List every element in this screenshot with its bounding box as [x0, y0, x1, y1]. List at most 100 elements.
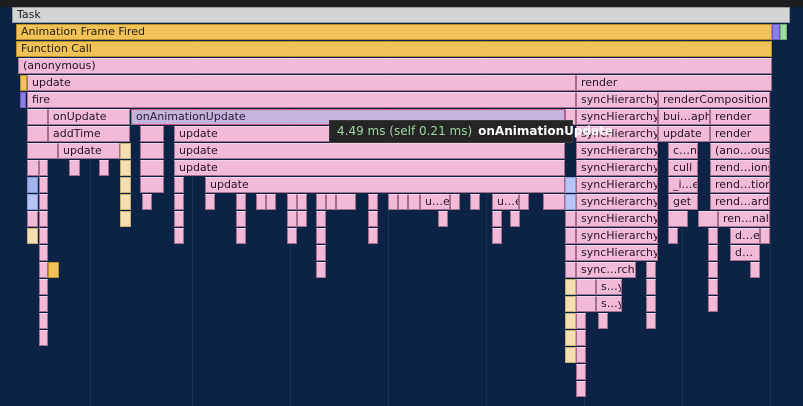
- frame-block[interactable]: [99, 160, 109, 176]
- frame-block[interactable]: [39, 228, 48, 244]
- frame-block[interactable]: [492, 211, 502, 227]
- frame-block[interactable]: [780, 24, 787, 40]
- frame-block[interactable]: [646, 262, 656, 278]
- frame-block[interactable]: [69, 160, 80, 176]
- frame-block[interactable]: [368, 194, 378, 210]
- frame-block[interactable]: [297, 194, 307, 210]
- frame-block[interactable]: [565, 347, 576, 363]
- frame-block[interactable]: [336, 194, 356, 210]
- frame-block[interactable]: [174, 194, 184, 210]
- sync-hierarchy-frame[interactable]: syncHierarchy: [576, 211, 658, 227]
- frame-block[interactable]: [27, 211, 38, 227]
- frame-block[interactable]: [39, 211, 48, 227]
- frame-block[interactable]: [646, 279, 656, 295]
- sync-hierarchy-frame[interactable]: syncHierarchy: [576, 245, 658, 261]
- frame-block[interactable]: [565, 211, 576, 227]
- frame-block[interactable]: [565, 313, 576, 329]
- frame-block[interactable]: [316, 211, 326, 227]
- frame-block[interactable]: [408, 194, 420, 210]
- frame-block[interactable]: [668, 228, 678, 244]
- frame-block[interactable]: [398, 194, 408, 210]
- sync-hierarchy-frame[interactable]: syncHierarchy: [576, 92, 658, 108]
- update-frame[interactable]: update: [205, 177, 565, 193]
- function-call-frame[interactable]: Function Call: [16, 41, 772, 57]
- frame-block[interactable]: [27, 143, 58, 159]
- get-frame[interactable]: get: [668, 194, 698, 210]
- frame-block[interactable]: [708, 296, 718, 312]
- frame-block[interactable]: [39, 313, 48, 329]
- frame-block[interactable]: [708, 262, 718, 278]
- frame-block[interactable]: [316, 245, 326, 261]
- frame-block[interactable]: [668, 211, 688, 227]
- frame-block[interactable]: [576, 279, 596, 295]
- frame-block[interactable]: [27, 228, 38, 244]
- d-e-frame[interactable]: d…e: [730, 228, 760, 244]
- frame-block[interactable]: [316, 194, 326, 210]
- sync-rchy-frame[interactable]: sync…rchy: [576, 262, 636, 278]
- frame-block[interactable]: [368, 211, 378, 227]
- frame-block[interactable]: [470, 194, 480, 210]
- frame-block[interactable]: [39, 330, 48, 346]
- frame-block[interactable]: [287, 211, 297, 227]
- frame-block[interactable]: [174, 211, 184, 227]
- frame-block[interactable]: [142, 194, 152, 210]
- frame-block[interactable]: [27, 194, 38, 210]
- s-y-frame[interactable]: s…y: [596, 296, 622, 312]
- frame-block[interactable]: [698, 211, 718, 227]
- frame-block[interactable]: [316, 262, 326, 278]
- frame-block[interactable]: [120, 160, 131, 176]
- frame-block[interactable]: [368, 228, 378, 244]
- frame-block[interactable]: [39, 194, 48, 210]
- frame-block[interactable]: [48, 262, 59, 278]
- frame-block[interactable]: [565, 330, 576, 346]
- rend-ard-frame[interactable]: rend…ard: [710, 194, 770, 210]
- cull-frame[interactable]: cull: [668, 160, 698, 176]
- frame-block[interactable]: [27, 126, 48, 142]
- task-frame[interactable]: Task: [12, 7, 790, 23]
- i-e-frame[interactable]: _i…e: [668, 177, 698, 193]
- frame-block[interactable]: [450, 194, 460, 210]
- update-frame[interactable]: update: [174, 160, 565, 176]
- sync-hierarchy-frame[interactable]: syncHierarchy: [576, 109, 658, 125]
- frame-block[interactable]: [297, 211, 307, 227]
- frame-block[interactable]: [646, 313, 656, 329]
- frame-block[interactable]: [20, 75, 27, 91]
- frame-block[interactable]: [236, 194, 246, 210]
- frame-block[interactable]: [519, 194, 529, 210]
- frame-block[interactable]: [20, 92, 26, 108]
- add-time-frame[interactable]: addTime: [48, 126, 130, 142]
- frame-block[interactable]: [236, 228, 246, 244]
- frame-block[interactable]: [565, 245, 576, 261]
- frame-block[interactable]: [510, 211, 520, 227]
- frame-block[interactable]: [140, 177, 164, 193]
- frame-block[interactable]: [565, 279, 576, 295]
- frame-block[interactable]: [576, 364, 586, 380]
- frame-block[interactable]: [39, 160, 48, 176]
- frame-block[interactable]: [39, 262, 48, 278]
- frame-block[interactable]: [287, 194, 297, 210]
- bui-aph-frame[interactable]: bui…aph: [658, 109, 710, 125]
- frame-block[interactable]: [565, 177, 576, 193]
- frame-block[interactable]: [388, 194, 398, 210]
- frame-block[interactable]: [750, 262, 760, 278]
- frame-block[interactable]: [287, 228, 297, 244]
- frame-block[interactable]: [174, 177, 184, 193]
- ren-nal-frame[interactable]: ren…nal: [718, 211, 770, 227]
- frame-block[interactable]: [543, 194, 565, 210]
- render-frame[interactable]: render: [710, 126, 770, 142]
- u-e-frame[interactable]: u…e: [420, 194, 450, 210]
- update-frame[interactable]: update: [58, 143, 120, 159]
- frame-block[interactable]: [708, 245, 718, 261]
- sync-hierarchy-frame[interactable]: syncHierarchy: [576, 160, 658, 176]
- frame-block[interactable]: [140, 126, 164, 142]
- sync-hierarchy-frame[interactable]: syncHierarchy: [576, 126, 658, 142]
- render-composition-frame[interactable]: renderComposition: [658, 92, 770, 108]
- d-dots-frame[interactable]: d…: [730, 245, 760, 261]
- fire-frame[interactable]: fire: [27, 92, 576, 108]
- anonymous-frame[interactable]: (anonymous): [18, 58, 772, 74]
- frame-block[interactable]: [39, 245, 48, 261]
- rend-ions-frame[interactable]: rend…ions: [710, 160, 770, 176]
- frame-block[interactable]: [27, 160, 39, 176]
- update-frame[interactable]: update: [658, 126, 710, 142]
- frame-block[interactable]: [576, 381, 586, 397]
